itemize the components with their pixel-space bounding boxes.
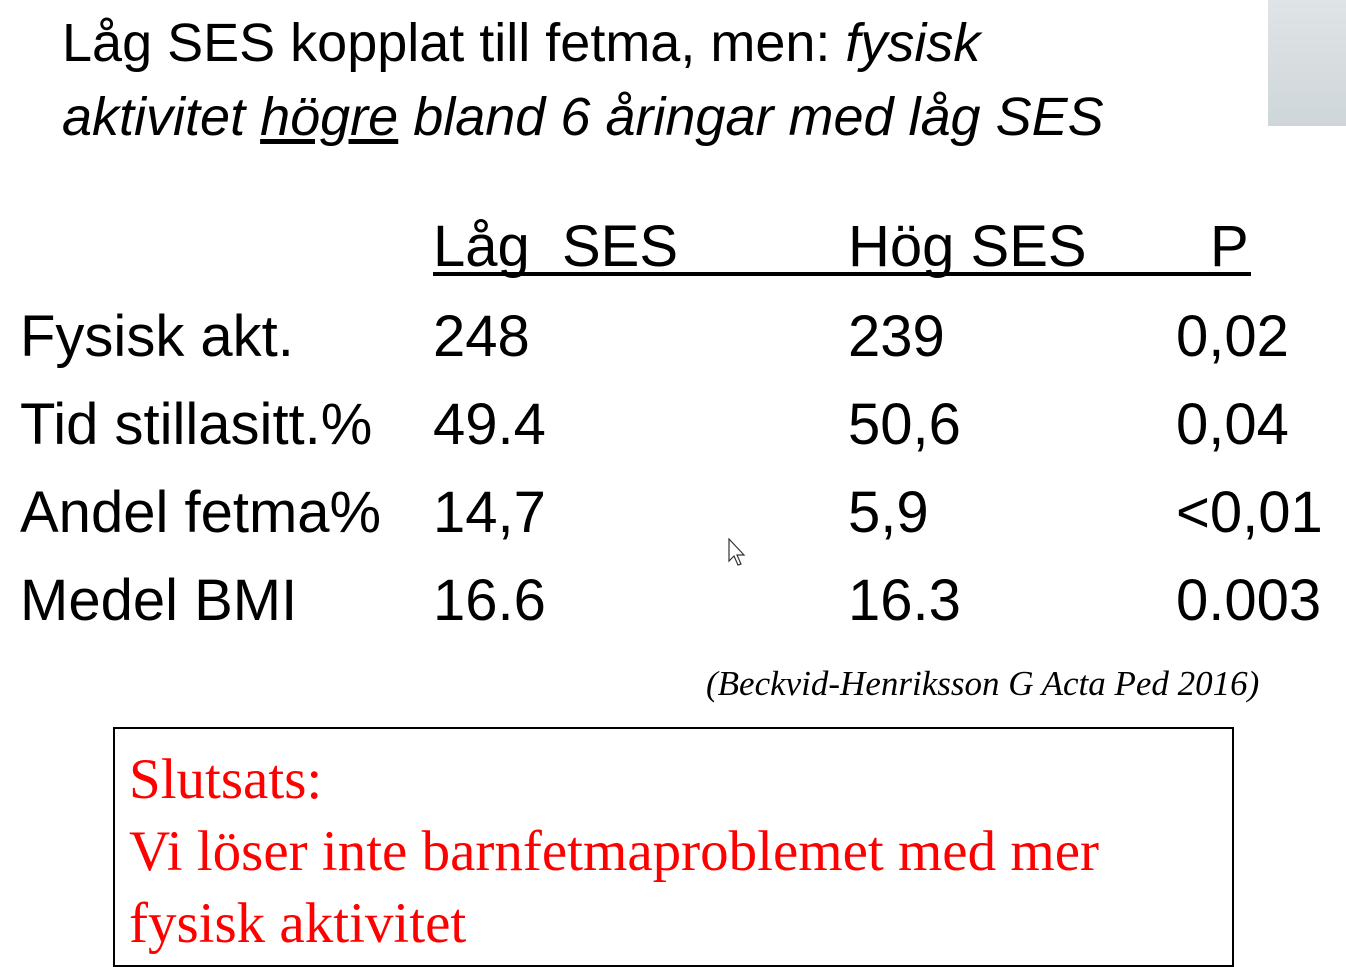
header-p: P <box>1210 214 1249 279</box>
header-underline <box>433 272 1251 276</box>
conclusion-line2: fysisk aktivitet <box>129 892 467 955</box>
header-low-ses: Låg SES <box>433 214 679 279</box>
row-label: Tid stillasitt.% <box>20 392 373 457</box>
row-low-value: 248 <box>433 304 530 369</box>
slide-title: Låg SES kopplat till fetma, men: fysisk a… <box>62 6 1262 154</box>
video-thumbnail <box>1268 0 1346 126</box>
row-label: Fysisk akt. <box>20 304 294 369</box>
title-part1: Låg SES kopplat till fetma, men: <box>62 13 846 73</box>
row-p-value: <0,01 <box>1176 480 1323 545</box>
conclusion-line1: Vi löser inte barnfetmaproblemet med mer <box>129 820 1099 883</box>
row-high-value: 16.3 <box>848 568 961 633</box>
row-label: Andel fetma% <box>20 480 382 545</box>
title-italic3: bland 6 åringar med låg SES <box>398 87 1104 147</box>
row-p-value: 0.003 <box>1176 568 1322 633</box>
title-italic1: fysisk <box>845 13 981 73</box>
header-high-ses: Hög SES <box>848 214 1087 279</box>
conclusion-box: Slutsats: Vi löser inte barnfetmaproblem… <box>113 727 1234 967</box>
row-low-value: 16.6 <box>433 568 546 633</box>
row-low-value: 14,7 <box>433 480 546 545</box>
mouse-pointer-icon <box>728 538 746 566</box>
conclusion-heading: Slutsats: <box>129 748 323 811</box>
row-label: Medel BMI <box>20 568 298 633</box>
citation: (Beckvid-Henriksson G Acta Ped 2016) <box>706 664 1260 703</box>
title-underlined: högre <box>260 87 399 147</box>
row-high-value: 50,6 <box>848 392 961 457</box>
row-high-value: 239 <box>848 304 945 369</box>
row-high-value: 5,9 <box>848 480 929 545</box>
row-p-value: 0,04 <box>1176 392 1289 457</box>
row-p-value: 0,02 <box>1176 304 1289 369</box>
title-italic2: aktivitet <box>62 87 261 147</box>
row-low-value: 49.4 <box>433 392 546 457</box>
